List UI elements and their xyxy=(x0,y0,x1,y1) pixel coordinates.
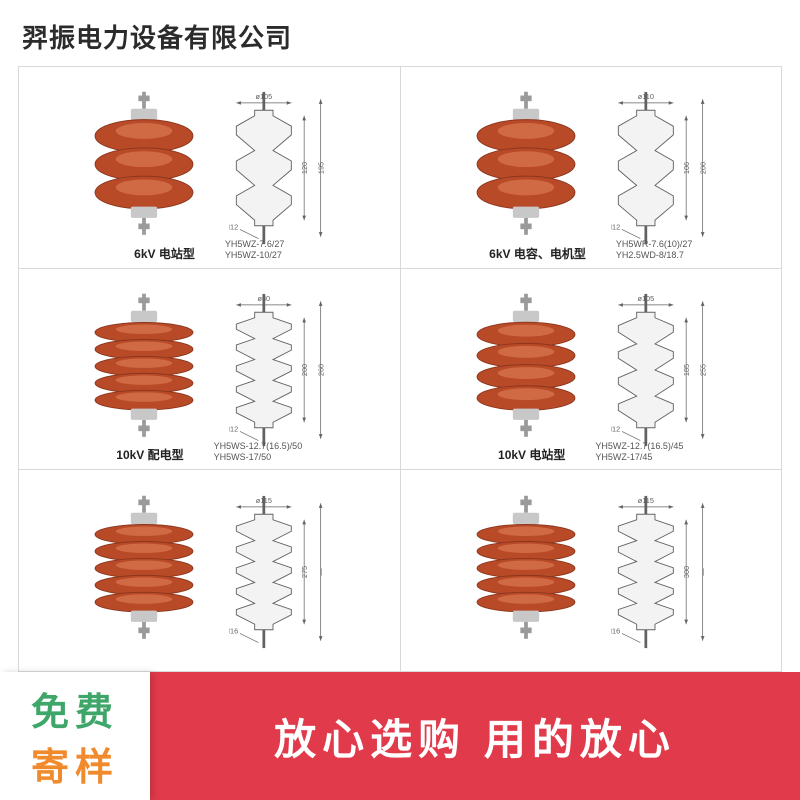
promo-bar: 免费 寄样 放心选购 用的放心 xyxy=(0,672,800,800)
product-diagram-wrap: ø115300—M16 xyxy=(606,478,726,665)
dimension-diagram: ø110106200M12 xyxy=(611,88,721,248)
model-line: YH5WR-7.6(10)/27 xyxy=(616,239,693,250)
product-photo-wrap xyxy=(74,75,214,262)
arrester-photo xyxy=(456,290,596,450)
product-photo-wrap xyxy=(456,277,596,464)
promo-text: 放心选购 用的放心 xyxy=(150,706,800,767)
product-photo-wrap xyxy=(456,75,596,262)
svg-text:300: 300 xyxy=(682,566,691,578)
svg-text:255: 255 xyxy=(698,364,707,376)
free-sample-badge: 免费 寄样 xyxy=(0,672,150,800)
arrester-photo xyxy=(456,88,596,248)
svg-text:M12: M12 xyxy=(229,424,238,433)
model-line: YH5WZ-17/45 xyxy=(595,452,683,463)
catalog-row: ø115275—M16ø115300—M16 xyxy=(19,470,781,672)
product-diagram-wrap: ø110106200M12 xyxy=(606,75,726,262)
arrester-photo xyxy=(74,290,214,450)
product-photo-wrap xyxy=(456,478,596,665)
svg-text:M16: M16 xyxy=(229,626,238,635)
svg-text:M12: M12 xyxy=(611,223,620,232)
caption-block: 6kV 电容、电机型 YH5WR-7.6(10)/27YH2.5WD-8/18.7 xyxy=(401,239,782,262)
dimension-diagram: ø80200260M12 xyxy=(229,290,339,450)
badge-line1: 免费 xyxy=(31,681,119,736)
svg-text:M16: M16 xyxy=(611,626,620,635)
model-line: YH5WZ-10/27 xyxy=(225,250,285,261)
catalog-cell: ø110106200M126kV 电容、电机型YH5WR-7.6(10)/27Y… xyxy=(400,67,782,268)
catalog-row: ø80200260M1210kV 配电型YH5WS-12.7(16.5)/50Y… xyxy=(19,269,781,471)
dimension-diagram: ø115275—M16 xyxy=(229,492,339,652)
svg-text:200: 200 xyxy=(698,162,707,174)
product-title: 6kV 电容、电机型 xyxy=(489,245,586,262)
svg-text:120: 120 xyxy=(300,162,309,174)
arrester-photo xyxy=(74,88,214,248)
arrester-photo xyxy=(456,492,596,652)
dimension-diagram: ø105120195M12 xyxy=(229,88,339,248)
product-title: 6kV 电站型 xyxy=(134,245,195,262)
svg-text:M12: M12 xyxy=(611,424,620,433)
caption-block: 6kV 电站型 YH5WZ-7.6/27YH5WZ-10/27 xyxy=(19,239,400,262)
catalog-row: ø105120195M126kV 电站型YH5WZ-7.6/27YH5WZ-10… xyxy=(19,67,781,269)
catalog-cell: ø105120195M126kV 电站型YH5WZ-7.6/27YH5WZ-10… xyxy=(19,67,400,268)
model-line: YH2.5WD-8/18.7 xyxy=(616,250,693,261)
svg-text:M12: M12 xyxy=(229,223,238,232)
svg-text:106: 106 xyxy=(682,162,691,174)
model-line: YH5WS-12.7(16.5)/50 xyxy=(214,441,303,452)
catalog-cell: ø115300—M16 xyxy=(400,470,782,671)
svg-text:—: — xyxy=(698,567,707,575)
catalog-grid: ø105120195M126kV 电站型YH5WZ-7.6/27YH5WZ-10… xyxy=(18,66,782,672)
model-line: YH5WS-17/50 xyxy=(214,452,303,463)
svg-text:—: — xyxy=(317,567,326,575)
badge-line2: 寄样 xyxy=(31,736,119,791)
model-line: YH5WZ-7.6/27 xyxy=(225,239,285,250)
catalog-cell: ø80200260M1210kV 配电型YH5WS-12.7(16.5)/50Y… xyxy=(19,269,400,470)
svg-text:195: 195 xyxy=(317,162,326,174)
svg-text:260: 260 xyxy=(317,364,326,376)
model-line: YH5WZ-12.7(16.5)/45 xyxy=(595,441,683,452)
catalog-cell: ø105185255M1210kV 电站型YH5WZ-12.7(16.5)/45… xyxy=(400,269,782,470)
product-diagram-wrap: ø105185255M12 xyxy=(606,277,726,464)
product-diagram-wrap: ø80200260M12 xyxy=(224,277,344,464)
product-diagram-wrap: ø115275—M16 xyxy=(224,478,344,665)
catalog-cell: ø115275—M16 xyxy=(19,470,400,671)
arrester-photo xyxy=(74,492,214,652)
dimension-diagram: ø105185255M12 xyxy=(611,290,721,450)
product-title: 10kV 配电型 xyxy=(116,446,183,463)
svg-text:275: 275 xyxy=(300,566,309,578)
svg-text:200: 200 xyxy=(300,364,309,376)
product-photo-wrap xyxy=(74,478,214,665)
product-diagram-wrap: ø105120195M12 xyxy=(224,75,344,262)
product-title: 10kV 电站型 xyxy=(498,446,565,463)
company-name: 羿振电力设备有限公司 xyxy=(22,18,292,55)
svg-text:185: 185 xyxy=(682,364,691,376)
caption-block: 10kV 电站型 YH5WZ-12.7(16.5)/45YH5WZ-17/45 xyxy=(401,441,782,464)
dimension-diagram: ø115300—M16 xyxy=(611,492,721,652)
product-photo-wrap xyxy=(74,277,214,464)
caption-block: 10kV 配电型 YH5WS-12.7(16.5)/50YH5WS-17/50 xyxy=(19,441,400,464)
